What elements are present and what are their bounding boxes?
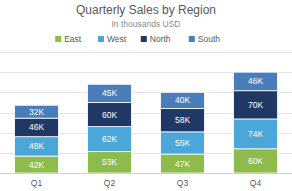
data-label: 46K — [29, 122, 44, 132]
bar — [15, 137, 59, 156]
legend-swatch — [189, 36, 195, 42]
bar — [161, 132, 205, 154]
data-label: 62K — [102, 134, 117, 144]
bar — [88, 127, 132, 152]
data-label: 48K — [29, 141, 44, 151]
x-tick-label: Q4 — [250, 178, 262, 188]
data-label: 53K — [102, 157, 117, 167]
bar — [234, 119, 278, 149]
subtitle: In thousands USD — [112, 19, 181, 29]
data-label: 60K — [248, 156, 263, 166]
legend-label: East — [64, 34, 82, 44]
grid — [0, 53, 292, 174]
data-label: 47K — [175, 159, 190, 169]
bar — [88, 84, 132, 102]
legend-label: South — [198, 34, 220, 44]
bar — [161, 108, 205, 131]
bar — [234, 91, 278, 119]
title: Quarterly Sales by Region — [76, 3, 216, 17]
legend-label: North — [150, 34, 171, 44]
bar — [161, 92, 205, 108]
data-label: 58K — [175, 115, 190, 125]
grid-line — [0, 173, 292, 174]
data-label: 60K — [102, 110, 117, 120]
bar — [88, 102, 132, 126]
chart: Quarterly Sales by Region In thousands US… — [0, 0, 292, 191]
legend-swatch — [141, 36, 147, 42]
bar — [88, 152, 132, 173]
data-label: 46K — [248, 76, 263, 86]
data-label: 70K — [248, 100, 263, 110]
data-label: 32K — [29, 107, 44, 117]
x-tick-label: Q1 — [31, 178, 43, 188]
bar — [234, 72, 278, 91]
bar — [15, 105, 59, 118]
legend-swatch — [55, 36, 61, 42]
data-label: 74K — [248, 129, 263, 139]
legend-swatch — [98, 36, 104, 42]
bars — [15, 72, 278, 173]
data-label: 40K — [175, 95, 190, 105]
bar — [234, 149, 278, 173]
x-tick-label: Q2 — [104, 178, 116, 188]
bar — [15, 156, 59, 173]
bar — [15, 118, 59, 137]
legend: East West North South — [55, 34, 220, 44]
x-axis: Q1 Q2 Q3 Q4 — [31, 178, 262, 188]
x-tick-label: Q3 — [177, 178, 189, 188]
legend-label: West — [107, 34, 127, 44]
data-labels: 42K 53K 47K 60K 48K 62K 55K 74K 46K 60K 58K 70K 32K 4… — [29, 76, 263, 169]
data-label: 45K — [102, 88, 117, 98]
data-label: 55K — [175, 138, 190, 148]
grid-line — [0, 52, 292, 53]
bar — [161, 154, 205, 173]
page: {"chart_data": {"type": "bar", "title": … — [0, 0, 292, 191]
data-label: 42K — [29, 160, 44, 170]
